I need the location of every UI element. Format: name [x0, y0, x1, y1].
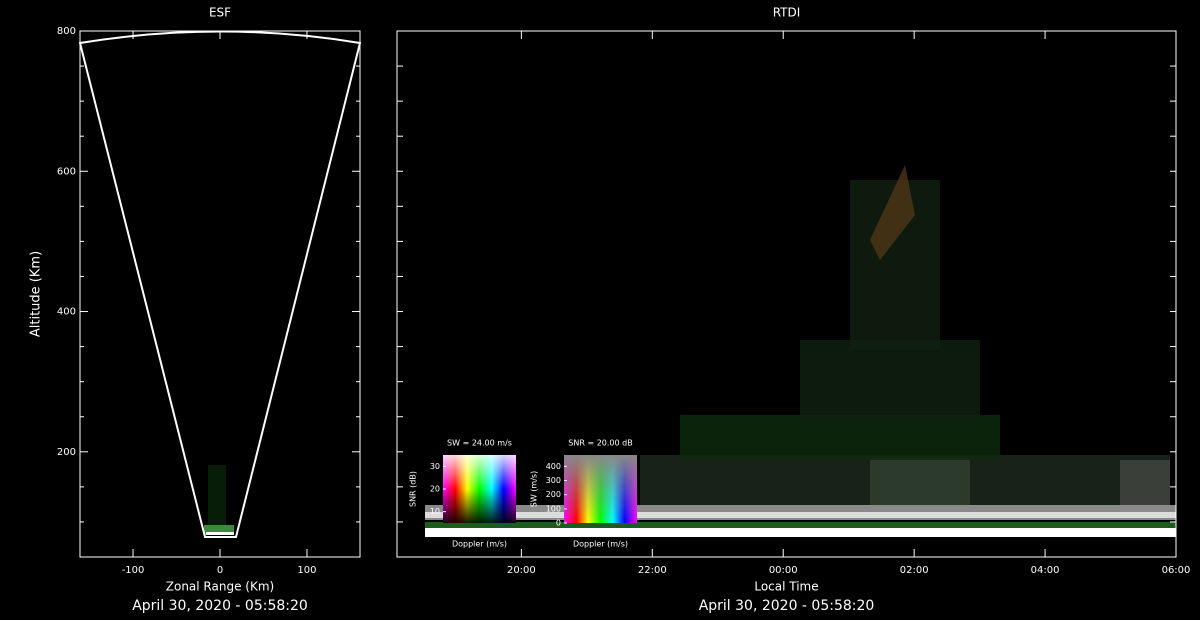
legend-gradient	[564, 455, 637, 523]
y-tick-label: 400	[57, 307, 76, 318]
legend-tick-label: 30	[430, 462, 440, 471]
esf-echo	[204, 465, 234, 535]
timestamp: April 30, 2020 - 05:58:20	[699, 598, 875, 614]
x-tick-label: 04:00	[1031, 565, 1060, 576]
x-tick-label: 02:00	[900, 565, 929, 576]
legend-tick-label: 200	[546, 490, 561, 499]
legend-x-label: Doppler (m/s)	[573, 540, 628, 549]
legend-y-label: SNR (dB)	[409, 471, 418, 507]
legend-tick-label: 100	[546, 504, 561, 513]
chart-title: RTDI	[773, 6, 801, 20]
rtdi-echo	[425, 165, 1176, 537]
legend-tick-label: 400	[546, 462, 561, 471]
x-tick-label: -100	[122, 565, 145, 576]
legend-tick-label: 20	[430, 485, 440, 494]
legend-tick-label: 10	[430, 507, 440, 516]
y-tick-label: 600	[57, 166, 76, 177]
x-tick-label: 0	[217, 565, 223, 576]
x-axis-label: Local Time	[754, 580, 818, 594]
y-tick-label: 800	[57, 26, 76, 37]
legend-x-label: Doppler (m/s)	[452, 540, 507, 549]
x-axis-label: Zonal Range (Km)	[166, 580, 274, 594]
legend-tick-label: 0	[556, 519, 561, 528]
legend-y-label: SW (m/s)	[530, 471, 539, 507]
x-tick-label: 100	[297, 565, 316, 576]
x-tick-label: 22:00	[638, 565, 667, 576]
x-tick-label: 00:00	[769, 565, 798, 576]
legend-title: SW = 24.00 m/s	[447, 439, 512, 448]
legend-gradient	[443, 455, 516, 523]
y-axis-label: Altitude (Km)	[29, 251, 44, 337]
legend-tick-label: 300	[546, 476, 561, 485]
esf-fan	[78, 30, 362, 538]
y-tick-label: 200	[57, 447, 76, 458]
legend-title: SNR = 20.00 dB	[568, 439, 632, 448]
x-tick-label: 20:00	[507, 565, 536, 576]
timestamp: April 30, 2020 - 05:58:20	[132, 598, 308, 614]
x-tick-label: 06:00	[1162, 565, 1191, 576]
chart-title: ESF	[209, 6, 231, 20]
plot-frame	[396, 30, 1177, 558]
